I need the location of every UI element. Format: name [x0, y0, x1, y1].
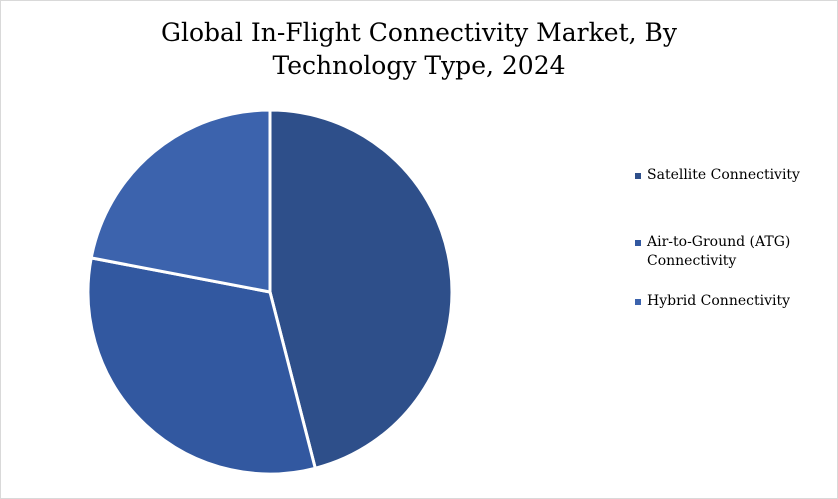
legend-label-atg-line-2: Connectivity — [647, 253, 737, 269]
legend-item-hybrid: Hybrid Connectivity — [635, 292, 835, 311]
legend-swatch-satellite — [635, 173, 641, 179]
chart-legend: Satellite Connectivity Air-to-Ground (AT… — [635, 166, 835, 311]
legend-item-atg: Air-to-Ground (ATG) Connectivity — [635, 233, 835, 271]
pie-slices — [86, 108, 454, 476]
legend-swatch-hybrid — [635, 299, 641, 305]
legend-swatch-atg — [635, 240, 641, 246]
chart-title-line-1: Global In-Flight Connectivity Market, By — [160, 18, 677, 47]
pie-slice-satellite — [268, 108, 454, 470]
legend-item-satellite: Satellite Connectivity — [635, 166, 835, 185]
legend-label-satellite: Satellite Connectivity — [647, 167, 800, 183]
chart-title-line-2: Technology Type, 2024 — [272, 51, 566, 80]
chart-title: Global In-Flight Connectivity Market, By… — [0, 16, 838, 82]
pie-slice-atg — [86, 256, 317, 476]
pie-slice-hybrid — [89, 108, 272, 294]
legend-label-hybrid: Hybrid Connectivity — [647, 293, 790, 309]
legend-label-atg-line-1: Air-to-Ground (ATG) — [647, 234, 791, 250]
